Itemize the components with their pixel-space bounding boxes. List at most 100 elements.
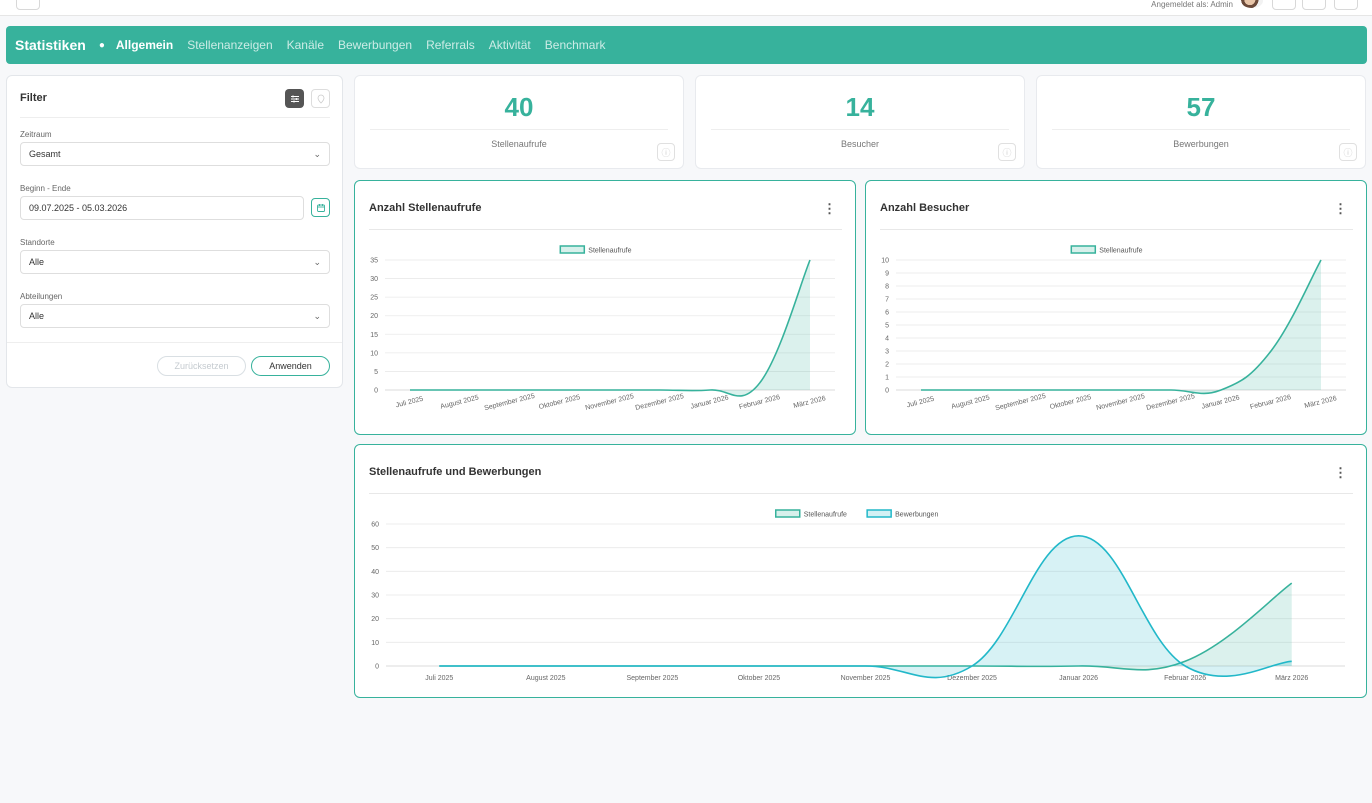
series-line-0 <box>921 259 1322 395</box>
abteilungen-label: Abteilungen <box>20 292 63 301</box>
x-tick-label: März 2026 <box>1304 395 1338 410</box>
y-tick-label: 60 <box>371 522 379 529</box>
apply-button[interactable]: Anwenden <box>251 356 330 376</box>
chart-stellenaufrufe: 0 5 10 15 20 25 30 35 Juli 2025 August 2025 Septem… <box>370 245 835 412</box>
y-tick-label: 0 <box>885 388 889 395</box>
y-tick-label: 20 <box>370 313 378 320</box>
series-area-0 <box>439 583 1292 670</box>
x-tick-label: Oktober 2025 <box>738 675 781 682</box>
chart-card-besucher: Anzahl Besucher ⋮ 0 1 2 3 4 5 6 7 8 9 10 Juli 2025 A… <box>865 180 1367 435</box>
info-icon[interactable]: ⓘ <box>998 143 1016 161</box>
settings-button[interactable] <box>1302 0 1326 10</box>
y-tick-label: 5 <box>374 369 378 376</box>
y-tick-label: 30 <box>370 276 378 283</box>
x-tick-label: Oktober 2025 <box>538 394 581 411</box>
zeitraum-value: Gesamt <box>29 149 61 159</box>
info-icon[interactable]: ⓘ <box>1339 143 1357 161</box>
divider <box>369 229 842 230</box>
tab-benchmark[interactable]: Benchmark <box>544 38 606 52</box>
y-tick-label: 1 <box>885 375 889 382</box>
more-vertical-icon[interactable]: ⋮ <box>823 201 836 216</box>
divider <box>370 129 668 130</box>
tab-allgemein[interactable]: Allgemein <box>115 38 174 52</box>
y-tick-label: 5 <box>885 323 889 330</box>
statistics-nav: Statistiken ● Allgemein Stellenanzeigen … <box>6 26 1367 64</box>
nav-brand: Statistiken <box>15 37 86 53</box>
divider <box>20 117 330 118</box>
reset-button[interactable]: Zurücksetzen <box>157 356 246 376</box>
chevron-down-icon: ⌄ <box>313 311 321 321</box>
tab-aktivitaet[interactable]: Aktivität <box>488 38 531 52</box>
info-icon[interactable]: ⓘ <box>657 143 675 161</box>
stat-value: 14 <box>845 92 875 122</box>
legend-swatch[interactable] <box>866 509 892 518</box>
abteilungen-select[interactable]: Alle ⌄ <box>20 304 330 328</box>
stat-label: Besucher <box>840 139 880 149</box>
x-tick-label: Februar 2026 <box>1164 675 1206 682</box>
zeitraum-select[interactable]: Gesamt ⌄ <box>20 142 330 166</box>
logged-in-label: Angemeldet als: Admin <box>1151 0 1233 9</box>
location-filter-button[interactable] <box>311 89 330 108</box>
legend-swatch[interactable] <box>775 509 801 518</box>
standorte-label: Standorte <box>20 238 55 247</box>
x-tick-label: Februar 2026 <box>738 394 781 411</box>
sliders-icon <box>290 95 299 102</box>
filter-title: Filter <box>20 92 47 104</box>
y-tick-label: 15 <box>370 332 378 339</box>
chevron-down-icon: ⌄ <box>313 257 321 267</box>
map-pin-icon <box>317 94 324 104</box>
chart-title: Anzahl Besucher <box>880 202 970 214</box>
date-range-value: 09.07.2025 - 05.03.2026 <box>29 203 128 213</box>
y-tick-label: 20 <box>371 616 379 623</box>
legend-swatch[interactable] <box>1070 245 1097 254</box>
x-tick-label: Januar 2026 <box>690 394 730 410</box>
legend-label[interactable]: Bewerbungen <box>895 512 938 519</box>
stat-card-besucher: 14 Besucher ⓘ <box>695 75 1025 169</box>
tab-referrals[interactable]: Referrals <box>426 38 475 52</box>
y-tick-label: 6 <box>885 310 889 317</box>
chart-stellenaufrufe-bewerbungen: 0 10 20 30 40 50 60 Juli 2025 August 2025 Septemb… <box>371 509 1345 682</box>
date-range-input[interactable]: 09.07.2025 - 05.03.2026 <box>20 196 304 220</box>
stat-value: 57 <box>1186 92 1216 122</box>
legend-label[interactable]: Stellenaufrufe <box>804 512 847 519</box>
x-tick-label: November 2025 <box>841 675 891 682</box>
x-tick-label: Januar 2026 <box>1201 394 1241 410</box>
x-tick-label: November 2025 <box>585 393 635 412</box>
chart-besucher: 0 1 2 3 4 5 6 7 8 9 10 Juli 2025 August 2025 Septembe… <box>881 245 1346 412</box>
series-area-1 <box>439 535 1292 678</box>
chevron-down-icon: ⌄ <box>313 149 321 159</box>
legend-label[interactable]: Stellenaufrufe <box>1099 248 1142 255</box>
filter-sliders-button[interactable] <box>285 89 304 108</box>
y-tick-label: 35 <box>370 258 378 265</box>
avatar[interactable] <box>1241 0 1263 8</box>
y-tick-label: 0 <box>375 664 379 671</box>
tab-kanaele[interactable]: Kanäle <box>286 38 324 52</box>
x-tick-label: November 2025 <box>1096 393 1146 412</box>
x-tick-label: Juli 2025 <box>425 675 453 682</box>
series-area-0 <box>410 260 810 396</box>
y-tick-label: 25 <box>370 295 378 302</box>
stat-label: Bewerbungen <box>1173 139 1229 149</box>
menu-toggle-button[interactable] <box>16 0 40 10</box>
legend-label[interactable]: Stellenaufrufe <box>588 248 631 255</box>
tab-bewerbungen[interactable]: Bewerbungen <box>338 38 413 52</box>
x-tick-label: August 2025 <box>526 675 565 682</box>
x-tick-label: September 2025 <box>484 393 536 412</box>
standorte-select[interactable]: Alle ⌄ <box>20 250 330 274</box>
calendar-button[interactable] <box>311 198 330 217</box>
legend-swatch[interactable] <box>559 245 586 254</box>
tab-stellenanzeigen[interactable]: Stellenanzeigen <box>187 38 273 52</box>
x-tick-label: März 2026 <box>793 395 827 410</box>
stat-card-stellenaufrufe: 40 Stellenaufrufe ⓘ <box>354 75 684 169</box>
notifications-button[interactable] <box>1272 0 1296 10</box>
divider <box>1052 129 1350 130</box>
divider <box>7 342 342 343</box>
x-tick-label: März 2026 <box>1275 675 1308 682</box>
more-vertical-icon[interactable]: ⋮ <box>1334 201 1347 216</box>
x-tick-label: Juli 2025 <box>395 396 424 410</box>
more-vertical-icon[interactable]: ⋮ <box>1334 465 1347 480</box>
y-tick-label: 50 <box>371 545 379 552</box>
stat-card-bewerbungen: 57 Bewerbungen ⓘ <box>1036 75 1366 169</box>
logout-button[interactable] <box>1334 0 1358 10</box>
divider <box>711 129 1009 130</box>
